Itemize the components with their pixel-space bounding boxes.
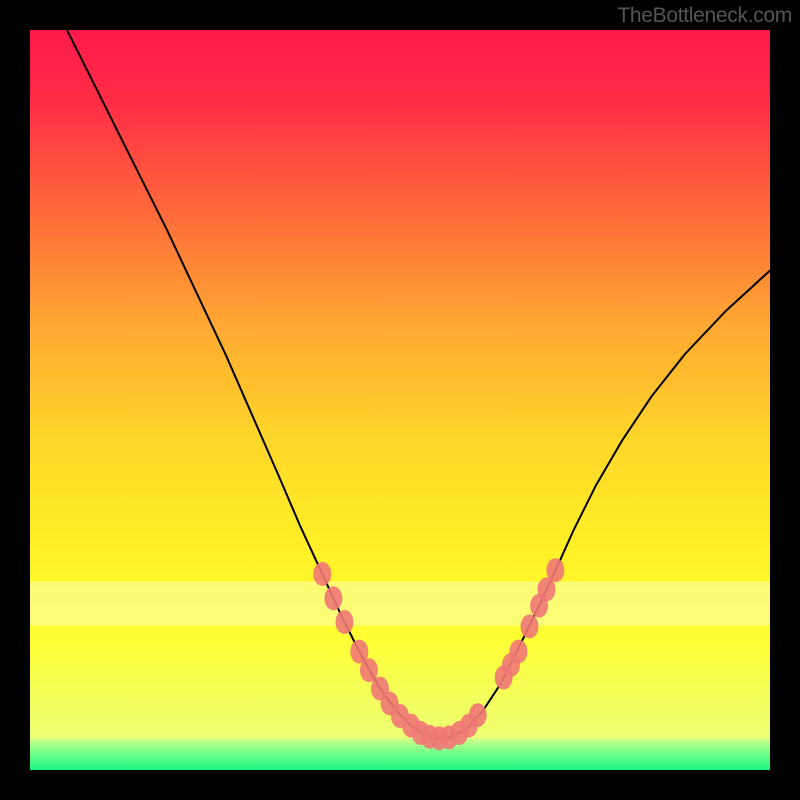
curve-layer <box>30 30 770 770</box>
data-marker <box>509 640 527 664</box>
bottleneck-curve <box>67 30 770 738</box>
chart-container: TheBottleneck.com <box>0 0 800 800</box>
marker-group <box>313 558 564 750</box>
data-marker <box>336 610 354 634</box>
data-marker <box>313 562 331 586</box>
data-marker <box>546 558 564 582</box>
watermark-text: TheBottleneck.com <box>617 4 792 28</box>
data-marker <box>469 703 487 727</box>
data-marker <box>521 614 539 638</box>
data-marker <box>324 586 342 610</box>
plot-area <box>30 30 770 770</box>
